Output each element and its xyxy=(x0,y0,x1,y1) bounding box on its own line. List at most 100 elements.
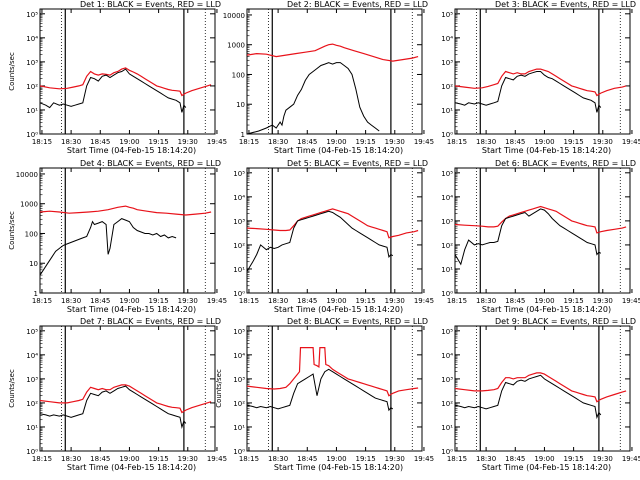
x-tick-label: 19:15 xyxy=(149,297,169,305)
panel-title: Det 3: BLACK = Events, RED = LLD xyxy=(495,0,636,9)
y-tick-label: 10¹ xyxy=(233,424,245,432)
x-tick-label: 19:30 xyxy=(593,138,613,146)
y-tick-label: 10⁵ xyxy=(26,328,38,336)
x-tick-label: 18:45 xyxy=(90,138,110,146)
x-axis-label: Start Time (04-Feb-15 18:14:20) xyxy=(67,305,196,314)
y-tick-label: 10³ xyxy=(441,218,453,226)
plot-frame xyxy=(454,8,631,135)
detector-panel-9: Det 9: BLACK = Events, RED = LLD 18:15 18:… xyxy=(441,317,640,472)
events-series-line xyxy=(454,374,602,420)
y-tick-label: 1 xyxy=(34,290,38,298)
y-tick-label: 10¹ xyxy=(441,424,453,432)
x-tick-label: 19:15 xyxy=(564,455,584,463)
x-tick-label: 19:00 xyxy=(326,138,346,146)
y-tick-label: 10⁰ xyxy=(233,448,245,456)
x-tick-label: 18:15 xyxy=(32,297,52,305)
y-tick-label: 10⁰ xyxy=(26,448,38,456)
panel-title: Det 8: BLACK = Events, RED = LLD xyxy=(287,317,428,326)
y-tick-label: 10³ xyxy=(26,59,38,67)
x-axis-label: Start Time (04-Feb-15 18:14:20) xyxy=(482,146,611,155)
y-tick-label: 10¹ xyxy=(26,107,38,115)
y-tick-label: 10³ xyxy=(233,218,245,226)
x-tick-label: 19:30 xyxy=(385,138,405,146)
plot-frame xyxy=(39,167,216,294)
x-tick-label: 18:15 xyxy=(32,138,52,146)
y-tick-label: 10² xyxy=(233,400,245,408)
x-tick-label: 19:30 xyxy=(385,297,405,305)
x-tick-label: 18:30 xyxy=(268,297,288,305)
panel-title: Det 4: BLACK = Events, RED = LLD xyxy=(80,159,221,168)
x-tick-label: 19:15 xyxy=(149,138,169,146)
x-axis-label: Start Time (04-Feb-15 18:14:20) xyxy=(482,463,611,472)
plot-frame xyxy=(246,8,423,135)
x-tick-label: 18:15 xyxy=(447,297,467,305)
y-tick-label: 10⁰ xyxy=(233,290,245,298)
lld-series-line xyxy=(39,67,212,97)
x-tick-label: 18:30 xyxy=(61,297,81,305)
x-tick-label: 19:30 xyxy=(178,297,198,305)
detector-panel-3: Det 3: BLACK = Events, RED = LLD 18:15 18:… xyxy=(441,0,640,155)
lld-series-line xyxy=(39,384,212,414)
x-tick-label: 19:15 xyxy=(356,138,376,146)
y-tick-label: 10000 xyxy=(16,171,38,179)
y-tick-label: 10⁰ xyxy=(26,131,38,139)
y-tick-label: 10000 xyxy=(223,12,245,20)
x-tick-label: 19:45 xyxy=(207,138,227,146)
y-tick-label: 10⁵ xyxy=(441,170,453,178)
events-series-line xyxy=(39,218,177,276)
x-tick-label: 18:45 xyxy=(90,455,110,463)
x-tick-label: 18:30 xyxy=(268,455,288,463)
y-tick-label: 10⁴ xyxy=(233,352,245,360)
y-tick-label: 10¹ xyxy=(26,424,38,432)
x-tick-label: 19:00 xyxy=(534,138,554,146)
y-tick-label: 10³ xyxy=(441,376,453,384)
y-tick-label: 10² xyxy=(441,242,453,250)
events-series-line xyxy=(454,208,602,266)
y-tick-label: 10³ xyxy=(26,376,38,384)
y-tick-label: 10⁰ xyxy=(441,448,453,456)
panel-title: Det 2: BLACK = Events, RED = LLD xyxy=(287,0,428,9)
plot-frame xyxy=(454,325,631,452)
y-tick-label: 10¹ xyxy=(441,107,453,115)
x-tick-label: 19:15 xyxy=(356,297,376,305)
x-tick-label: 19:45 xyxy=(414,297,434,305)
x-axis-label: Start Time (04-Feb-15 18:14:20) xyxy=(274,305,403,314)
y-tick-label: 10⁵ xyxy=(441,328,453,336)
y-axis-label: Counts/sec xyxy=(215,369,223,408)
y-tick-label: 10⁵ xyxy=(441,11,453,19)
x-tick-label: 19:00 xyxy=(119,138,139,146)
lld-series-line xyxy=(454,68,627,97)
panel-title: Det 7: BLACK = Events, RED = LLD xyxy=(80,317,221,326)
y-tick-label: 10¹ xyxy=(233,266,245,274)
events-series-line xyxy=(454,71,602,113)
y-tick-label: 100 xyxy=(25,230,38,238)
panel-title: Det 9: BLACK = Events, RED = LLD xyxy=(495,317,636,326)
y-tick-label: 10⁴ xyxy=(233,194,245,202)
lld-series-line xyxy=(454,372,627,403)
x-tick-label: 19:15 xyxy=(149,455,169,463)
events-series-line xyxy=(246,368,394,412)
events-series-line xyxy=(39,68,187,113)
lld-series-line xyxy=(246,347,419,397)
y-tick-label: 1 xyxy=(241,131,245,139)
y-tick-label: 10⁴ xyxy=(26,352,38,360)
x-tick-label: 19:30 xyxy=(593,297,613,305)
x-tick-label: 19:00 xyxy=(534,297,554,305)
x-axis-label: Start Time (04-Feb-15 18:14:20) xyxy=(274,463,403,472)
x-tick-label: 18:30 xyxy=(61,455,81,463)
detector-panel-8: Det 8: BLACK = Events, RED = LLD 18:15 18:… xyxy=(215,317,434,472)
y-tick-label: 10³ xyxy=(233,376,245,384)
x-tick-label: 19:45 xyxy=(622,455,640,463)
panel-title: Det 1: BLACK = Events, RED = LLD xyxy=(80,0,221,9)
y-tick-label: 1000 xyxy=(227,42,245,50)
x-tick-label: 18:30 xyxy=(476,138,496,146)
x-axis-label: Start Time (04-Feb-15 18:14:20) xyxy=(67,146,196,155)
x-tick-label: 18:45 xyxy=(297,455,317,463)
detector-panel-5: Det 5: BLACK = Events, RED = LLD 18:15 18:… xyxy=(233,159,434,314)
x-tick-label: 19:00 xyxy=(326,297,346,305)
x-tick-label: 19:15 xyxy=(564,138,584,146)
lld-series-line xyxy=(39,205,212,216)
y-tick-label: 10⁰ xyxy=(441,290,453,298)
x-tick-label: 18:30 xyxy=(476,297,496,305)
